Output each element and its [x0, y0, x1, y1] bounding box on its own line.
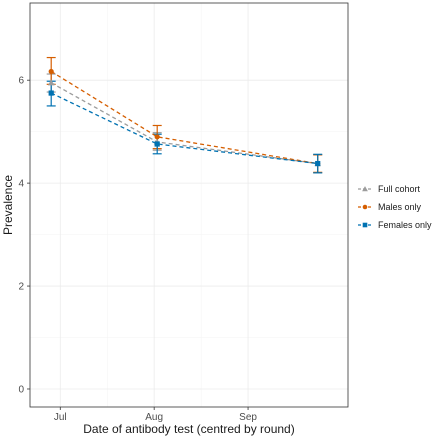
x-tick-labels: Jul Aug Sep: [54, 412, 258, 423]
x-tick-label: Jul: [54, 412, 67, 423]
plot-panel-border: [29, 2, 349, 408]
legend-label: Full cohort: [378, 184, 421, 194]
axis-ticks: [27, 79, 249, 410]
y-tick-labels: 0 2 4 6: [18, 76, 24, 396]
males-only-line: [50, 70, 318, 165]
minor-gridlines: [30, 3, 348, 407]
major-gridlines: [30, 3, 348, 407]
series-points: [47, 68, 321, 167]
y-tick-label: 4: [18, 179, 24, 190]
error-bars: [46, 56, 323, 174]
females-only-line: [50, 92, 318, 165]
legend-item-full-cohort: Full cohort: [358, 184, 421, 194]
y-tick-label: 6: [18, 76, 24, 87]
legend-label: Females only: [378, 220, 432, 230]
legend: Full cohort Males only Females only: [358, 184, 432, 230]
legend-key-marker: [362, 222, 368, 228]
y-tick-label: 0: [18, 384, 24, 395]
males-only-point: [154, 134, 160, 140]
females-only-point: [315, 160, 321, 167]
legend-item-males-only: Males only: [358, 202, 422, 212]
legend-label: Males only: [378, 202, 422, 212]
x-axis-title: Date of antibody test (centred by round): [83, 422, 294, 436]
females-only-point: [154, 141, 160, 147]
full-cohort-line: [50, 82, 318, 165]
females-only-point: [48, 90, 54, 96]
series-lines: [50, 70, 318, 165]
legend-key-marker: [362, 186, 368, 192]
full-cohort-point: [47, 79, 55, 86]
x-tick-label: Sep: [239, 412, 257, 423]
legend-item-females-only: Females only: [358, 220, 432, 230]
y-axis-title: Prevalence: [1, 175, 15, 235]
males-only-point: [48, 68, 54, 75]
legend-key-marker: [362, 204, 368, 210]
x-tick-label: Aug: [145, 412, 163, 423]
y-tick-label: 2: [18, 282, 24, 293]
